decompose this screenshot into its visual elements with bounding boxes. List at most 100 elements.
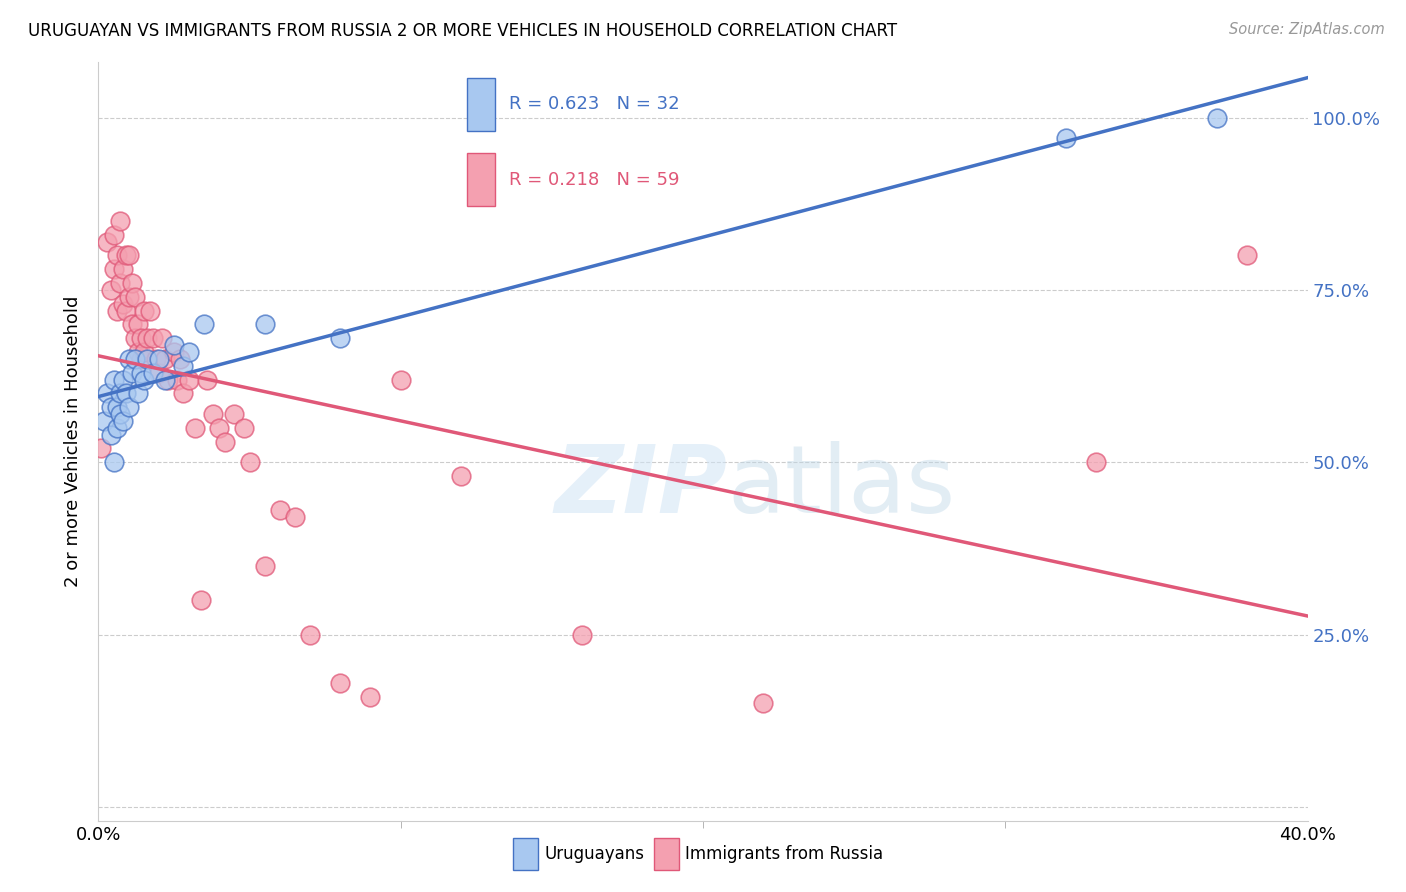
Point [93,414,115,428]
Point [571,627,593,641]
Y-axis label: 2 or more Vehicles in Household: 2 or more Vehicles in Household [65,296,83,587]
Point [129,351,152,366]
Text: ZIP: ZIP [554,441,727,533]
Point [121,318,143,332]
Text: URUGUAYAN VS IMMIGRANTS FROM RUSSIA 2 OR MORE VEHICLES IN HOUSEHOLD CORRELATION : URUGUAYAN VS IMMIGRANTS FROM RUSSIA 2 OR… [28,22,897,40]
Point [108,407,131,421]
Point [184,421,207,435]
Point [96,235,118,249]
Point [103,455,125,469]
Point [163,338,186,352]
Point [121,366,143,380]
Point [752,697,775,711]
Point [1236,248,1258,262]
Point [224,407,246,421]
Point [118,351,141,366]
Point [105,303,128,318]
Point [127,345,149,359]
Text: atlas: atlas [727,441,956,533]
Point [105,400,128,414]
Point [179,372,201,386]
Point [135,331,157,345]
Point [253,558,276,573]
Point [114,303,136,318]
Point [166,372,188,386]
Text: Uruguayans: Uruguayans [544,845,644,863]
Point [129,366,152,380]
Point [239,455,262,469]
Point [108,386,131,401]
Point [108,276,131,290]
Point [124,351,146,366]
Point [103,372,125,386]
Point [148,351,170,366]
Point [121,276,143,290]
Text: Source: ZipAtlas.com: Source: ZipAtlas.com [1229,22,1385,37]
Point [360,690,382,704]
Point [129,331,152,345]
Point [118,400,141,414]
Bar [467,153,495,207]
Point [132,345,155,359]
Point [108,214,131,228]
Point [105,248,128,262]
Point [111,296,134,310]
Point [193,318,215,332]
Point [127,386,149,401]
Point [190,593,212,607]
Point [169,351,191,366]
Point [132,372,155,386]
Point [329,331,352,345]
Point [145,351,167,366]
Point [111,372,134,386]
Point [111,414,134,428]
Point [118,290,141,304]
Point [172,359,194,373]
Point [179,345,201,359]
Point [124,331,146,345]
Point [208,421,231,435]
Point [153,372,176,386]
Point [172,386,194,401]
Point [148,366,170,380]
Point [150,331,173,345]
Point [103,227,125,242]
Point [163,345,186,359]
Point [329,675,352,690]
Point [1206,111,1229,125]
Text: R = 0.623   N = 32: R = 0.623 N = 32 [509,95,681,113]
Point [1054,131,1077,145]
Point [389,372,412,386]
Point [232,421,254,435]
Point [269,503,291,517]
Point [105,421,128,435]
Point [284,510,307,524]
Point [118,248,141,262]
Point [156,372,179,386]
Point [124,290,146,304]
Point [214,434,236,449]
Point [114,386,136,401]
Point [103,262,125,277]
Point [90,442,112,456]
Point [127,318,149,332]
Point [135,351,157,366]
Point [202,407,225,421]
Point [153,351,176,366]
Point [1085,455,1108,469]
Point [100,283,122,297]
Bar [467,78,495,130]
Text: R = 0.218   N = 59: R = 0.218 N = 59 [509,171,679,189]
Point [142,331,165,345]
Point [195,372,218,386]
Point [114,248,136,262]
Point [253,318,276,332]
Point [100,400,122,414]
Point [132,303,155,318]
Point [111,262,134,277]
Text: Immigrants from Russia: Immigrants from Russia [685,845,883,863]
Point [96,386,118,401]
Point [299,627,322,641]
Point [450,469,472,483]
Point [139,303,162,318]
